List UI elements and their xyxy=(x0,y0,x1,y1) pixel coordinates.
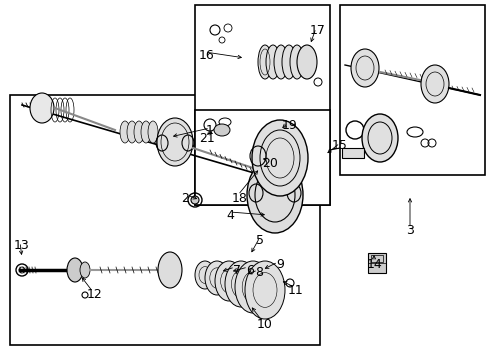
Text: 7: 7 xyxy=(232,264,241,276)
Ellipse shape xyxy=(127,121,137,143)
Ellipse shape xyxy=(67,258,83,282)
Ellipse shape xyxy=(224,261,257,307)
Ellipse shape xyxy=(258,45,271,79)
Text: 19: 19 xyxy=(282,118,297,131)
Bar xyxy=(195,5,329,205)
Text: 11: 11 xyxy=(287,284,303,297)
Ellipse shape xyxy=(134,121,143,143)
Ellipse shape xyxy=(282,45,295,79)
Text: 16: 16 xyxy=(199,49,214,62)
Ellipse shape xyxy=(289,45,304,79)
Ellipse shape xyxy=(215,261,243,301)
Ellipse shape xyxy=(273,45,287,79)
Text: 9: 9 xyxy=(276,258,284,271)
Ellipse shape xyxy=(420,65,448,103)
Bar xyxy=(195,110,329,205)
Text: 15: 15 xyxy=(331,139,347,152)
Ellipse shape xyxy=(235,261,270,313)
Text: 18: 18 xyxy=(232,192,247,204)
Ellipse shape xyxy=(246,157,303,233)
Ellipse shape xyxy=(80,262,90,278)
Text: 3: 3 xyxy=(405,224,413,237)
Text: 10: 10 xyxy=(257,319,272,332)
Bar xyxy=(370,255,382,262)
Text: 1: 1 xyxy=(205,123,214,136)
Ellipse shape xyxy=(265,45,280,79)
Ellipse shape xyxy=(195,261,215,289)
Text: 5: 5 xyxy=(256,234,264,247)
Bar xyxy=(341,148,363,158)
Ellipse shape xyxy=(120,121,130,143)
Bar xyxy=(10,95,319,345)
Ellipse shape xyxy=(148,121,158,143)
Ellipse shape xyxy=(214,124,229,136)
Text: 13: 13 xyxy=(14,239,30,252)
Bar xyxy=(339,5,484,175)
Text: 14: 14 xyxy=(366,258,382,271)
Bar xyxy=(367,253,385,273)
Text: 20: 20 xyxy=(262,157,277,170)
Ellipse shape xyxy=(361,114,397,162)
Ellipse shape xyxy=(141,121,151,143)
Ellipse shape xyxy=(191,196,199,204)
Ellipse shape xyxy=(296,45,316,79)
Ellipse shape xyxy=(204,261,228,295)
Ellipse shape xyxy=(244,261,285,319)
Text: 8: 8 xyxy=(254,266,263,279)
Ellipse shape xyxy=(30,93,54,123)
Text: 12: 12 xyxy=(87,288,102,302)
Ellipse shape xyxy=(157,118,193,166)
Text: 17: 17 xyxy=(309,23,325,36)
Text: 2: 2 xyxy=(181,192,188,204)
Ellipse shape xyxy=(251,120,307,196)
Ellipse shape xyxy=(350,49,378,87)
Text: 4: 4 xyxy=(225,208,233,221)
Text: 21: 21 xyxy=(199,131,214,144)
Text: 6: 6 xyxy=(245,264,253,276)
Ellipse shape xyxy=(158,252,182,288)
